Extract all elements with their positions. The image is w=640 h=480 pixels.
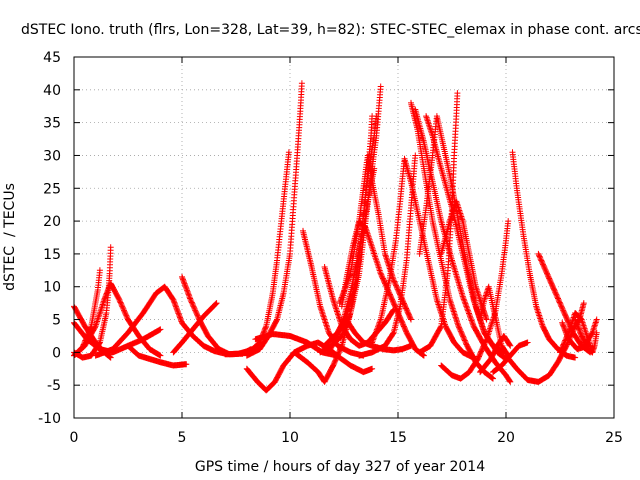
- data-point: [122, 310, 129, 316]
- x-axis-label: GPS time / hours of day 327 of year 2014: [195, 459, 485, 475]
- data-point: [118, 300, 125, 307]
- data-series: [125, 342, 190, 369]
- data-point: [369, 365, 376, 372]
- data-point: [121, 308, 128, 315]
- data-point: [119, 304, 126, 311]
- data-point: [117, 299, 124, 306]
- y-tick-label: 35: [43, 116, 61, 132]
- y-tick-label: 25: [43, 181, 61, 197]
- data-point: [96, 267, 103, 274]
- data-point: [188, 299, 195, 306]
- data-point: [107, 244, 114, 251]
- data-point: [175, 310, 182, 317]
- y-tick-label: -5: [47, 378, 61, 394]
- y-tick-label: 30: [43, 148, 61, 164]
- y-tick-label: 40: [43, 83, 61, 99]
- data-point: [285, 149, 292, 156]
- y-tick-label: 15: [43, 247, 61, 263]
- y-tick-label: -10: [38, 411, 61, 427]
- data-point: [212, 300, 219, 307]
- y-tick-label: 5: [52, 313, 61, 329]
- data-point: [194, 311, 200, 318]
- data-series: [71, 319, 164, 356]
- y-axis-label: dSTEC / TECUs: [2, 183, 18, 291]
- data-point: [192, 308, 199, 315]
- y-tick-label: 0: [52, 345, 61, 361]
- data-point: [157, 352, 164, 359]
- y-tick-label: 10: [43, 280, 61, 296]
- data-point: [92, 324, 98, 331]
- data-point: [298, 80, 305, 87]
- y-tick-label: 45: [43, 50, 61, 66]
- x-tick-label: 20: [497, 430, 515, 446]
- data-point: [120, 306, 127, 312]
- data-point: [190, 303, 197, 310]
- data-point: [122, 311, 129, 318]
- data-point: [189, 302, 196, 309]
- data-point: [188, 298, 195, 305]
- x-tick-label: 0: [70, 430, 79, 446]
- data-point: [182, 282, 188, 288]
- data-point: [192, 307, 199, 314]
- data-series: [170, 300, 220, 356]
- data-point: [213, 300, 220, 307]
- data-point: [107, 354, 114, 361]
- data-point: [183, 361, 190, 368]
- data-point: [157, 326, 164, 333]
- data-points: [71, 80, 600, 394]
- data-point: [123, 313, 130, 320]
- x-tick-label: 10: [281, 430, 299, 446]
- x-tick-label: 15: [389, 430, 407, 446]
- data-point: [191, 304, 198, 311]
- data-point: [193, 310, 200, 316]
- data-point: [187, 296, 194, 303]
- data-point: [212, 301, 219, 308]
- y-tick-label: 20: [43, 214, 61, 230]
- data-point: [119, 303, 126, 310]
- x-tick-label: 25: [605, 430, 623, 446]
- data-point: [116, 298, 123, 305]
- chart-title: dSTEC Iono. truth (flrs, Lon=328, Lat=39…: [21, 22, 640, 38]
- x-tick-label: 5: [178, 430, 187, 446]
